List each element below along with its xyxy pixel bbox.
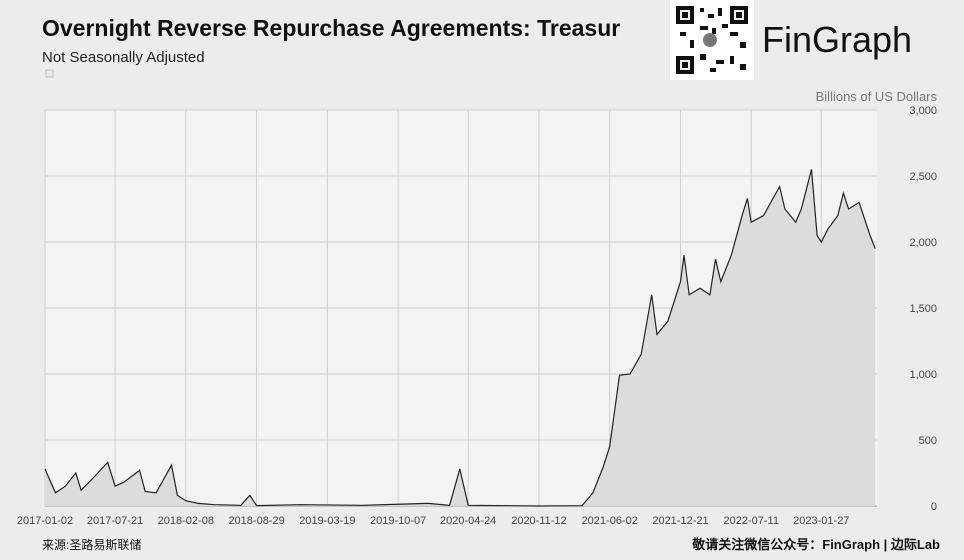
x-tick-label: 2018-02-08 [158, 515, 214, 527]
legend-box [45, 69, 54, 78]
y-tick-label: 2,500 [909, 171, 937, 183]
x-tick-label: 2018-08-29 [228, 515, 284, 527]
y-tick-label: 500 [919, 435, 937, 447]
source: 来源:圣路易斯联储 [42, 537, 141, 552]
x-tick-label: 2017-01-02 [17, 515, 73, 527]
logo: FinGraph [762, 19, 912, 60]
chart-title: Overnight Reverse Repurchase Agreements:… [42, 15, 620, 41]
x-tick-label: 2020-04-24 [440, 515, 496, 527]
area [45, 169, 876, 506]
x-tick-label: 2022-07-11 [724, 515, 779, 527]
y-axis-label: Billions of US Dollars [816, 89, 938, 104]
y-tick-label: 1,000 [909, 369, 937, 381]
x-tick-label: 2020-11-12 [511, 515, 566, 527]
y-tick-label: 2,000 [909, 237, 937, 249]
x-tick-label: 2023-01-27 [793, 515, 849, 527]
qr-pattern [676, 6, 748, 74]
x-tick-label: 2021-06-02 [582, 515, 638, 527]
chart-subtitle: Not Seasonally Adjusted [42, 49, 205, 66]
x-tick-label: 2019-10-07 [370, 515, 426, 527]
y-tick-label: 1,500 [909, 303, 937, 315]
x-tick-label: 2017-07-21 [87, 515, 143, 527]
x-tick-label: 2019-03-19 [299, 515, 355, 527]
line [44, 169, 876, 507]
footer: 敬请关注微信公众号：FinGraph | 边际Lab [691, 537, 940, 552]
y-tick-label: 0 [931, 501, 937, 513]
x-tick-label: 2021-12-21 [652, 515, 708, 527]
y-tick-label: 3,000 [909, 105, 937, 117]
